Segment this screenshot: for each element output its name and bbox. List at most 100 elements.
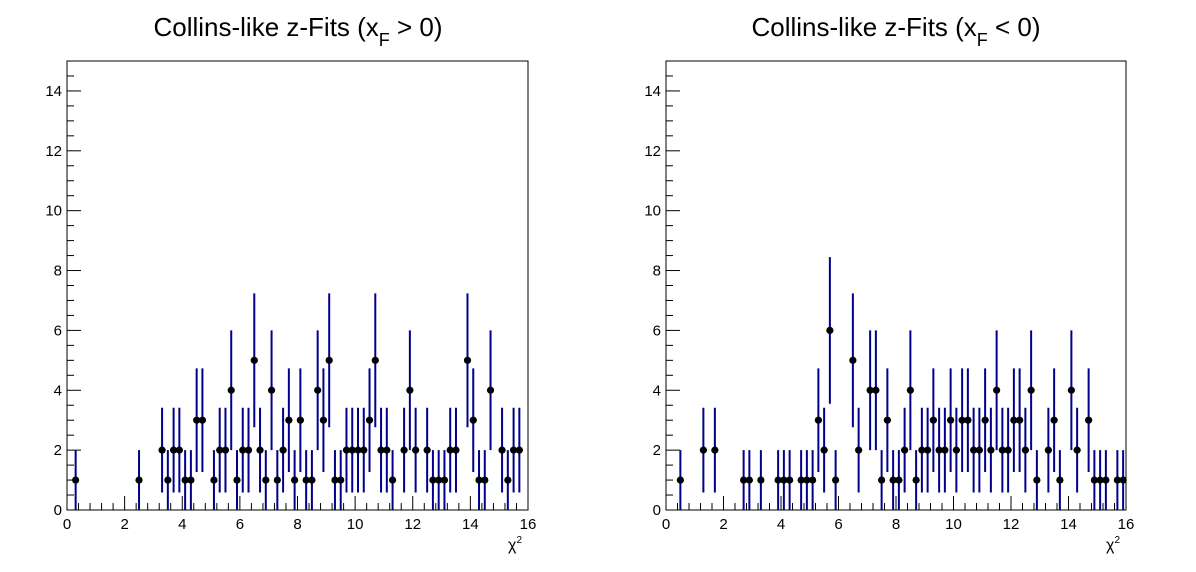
data-point — [740, 476, 748, 484]
y-tick-label: 10 — [644, 203, 661, 220]
data-point — [481, 476, 489, 484]
data-point — [256, 446, 264, 454]
data-point — [935, 446, 943, 454]
y-tick-label: 6 — [653, 322, 661, 339]
data-point — [216, 446, 224, 454]
data-point — [244, 446, 253, 454]
data-point — [757, 476, 765, 484]
data-point — [509, 446, 518, 454]
y-tick-label: 14 — [45, 83, 62, 100]
title-text: Collins-like z-Fits (x — [751, 12, 976, 42]
y-tick-label: 0 — [653, 502, 661, 519]
data-point — [814, 416, 822, 424]
x-tick-label: 8 — [293, 516, 301, 533]
data-point — [1090, 476, 1098, 484]
x-tick-label: 0 — [662, 516, 670, 533]
data-point — [797, 476, 805, 484]
y-tick-label: 4 — [653, 382, 661, 399]
data-point — [878, 476, 886, 484]
y-tick-label: 12 — [644, 143, 661, 160]
data-point — [400, 446, 408, 454]
data-point — [279, 446, 287, 454]
data-point — [308, 476, 316, 484]
data-point — [377, 446, 385, 454]
data-point — [711, 446, 719, 454]
data-point — [198, 416, 207, 424]
data-point — [1004, 446, 1012, 454]
data-point — [1056, 476, 1064, 484]
data-point — [901, 446, 909, 454]
title-text-rest: > 0) — [390, 12, 443, 42]
y-tick-label: 0 — [54, 502, 62, 519]
data-point — [883, 416, 891, 424]
data-point — [1044, 446, 1052, 454]
data-point — [423, 446, 431, 454]
data-point — [774, 476, 782, 484]
data-point — [302, 476, 310, 484]
title-subscript: F — [977, 30, 988, 50]
data-point — [504, 476, 512, 484]
data-point — [803, 476, 811, 484]
data-point — [970, 446, 978, 454]
data-point — [1021, 446, 1029, 454]
data-point — [181, 476, 189, 484]
data-point — [360, 446, 368, 454]
data-point — [958, 416, 966, 424]
y-tick-label: 12 — [45, 143, 62, 160]
y-tick-label: 14 — [644, 83, 661, 100]
y-tick-label: 4 — [54, 382, 62, 399]
data-point — [895, 476, 903, 484]
title-subscript: F — [379, 30, 390, 50]
data-point — [412, 446, 420, 454]
y-tick-label: 8 — [54, 263, 62, 280]
data-point — [993, 386, 1001, 394]
x-tick-label: 12 — [1003, 516, 1020, 533]
data-point — [337, 476, 345, 484]
x-tick-label: 6 — [834, 516, 842, 533]
data-point — [365, 416, 374, 424]
y-tick-label: 2 — [653, 442, 661, 459]
data-point — [435, 476, 443, 484]
data-point — [210, 476, 218, 484]
data-point — [1085, 416, 1093, 424]
data-point — [952, 446, 960, 454]
data-point — [446, 446, 454, 454]
data-point — [981, 416, 989, 424]
x-tick-label: 4 — [777, 516, 785, 533]
x-tick-label: 6 — [236, 516, 244, 533]
data-point — [676, 476, 684, 484]
data-point — [452, 446, 460, 454]
data-point — [964, 416, 972, 424]
x-tick-label: 10 — [347, 516, 364, 533]
data-point — [429, 476, 437, 484]
data-point — [250, 356, 258, 364]
data-point — [221, 446, 230, 454]
y-tick-label: 2 — [54, 442, 62, 459]
data-point — [832, 476, 840, 484]
data-point — [187, 476, 195, 484]
plot-frame — [66, 60, 529, 511]
data-point — [1113, 476, 1121, 484]
data-point — [866, 386, 874, 394]
data-point — [1102, 476, 1110, 484]
data-point — [72, 476, 80, 484]
data-point — [319, 416, 328, 424]
x-tick-label: 12 — [404, 516, 421, 533]
chart-title: Collins-like z-Fits (xF > 0) — [153, 12, 442, 50]
data-point — [388, 476, 397, 484]
data-point — [947, 416, 955, 424]
data-point — [469, 416, 477, 424]
data-point — [354, 446, 362, 454]
x-axis-label: χ2 — [508, 535, 522, 554]
data-point — [239, 446, 247, 454]
data-point — [941, 446, 949, 454]
data-point — [486, 386, 495, 394]
data-point — [170, 446, 178, 454]
data-point — [463, 356, 472, 364]
x-tick-label: 4 — [178, 516, 186, 533]
data-point — [1033, 476, 1041, 484]
data-point — [1119, 476, 1127, 484]
data-point — [1016, 416, 1024, 424]
data-point — [987, 446, 995, 454]
